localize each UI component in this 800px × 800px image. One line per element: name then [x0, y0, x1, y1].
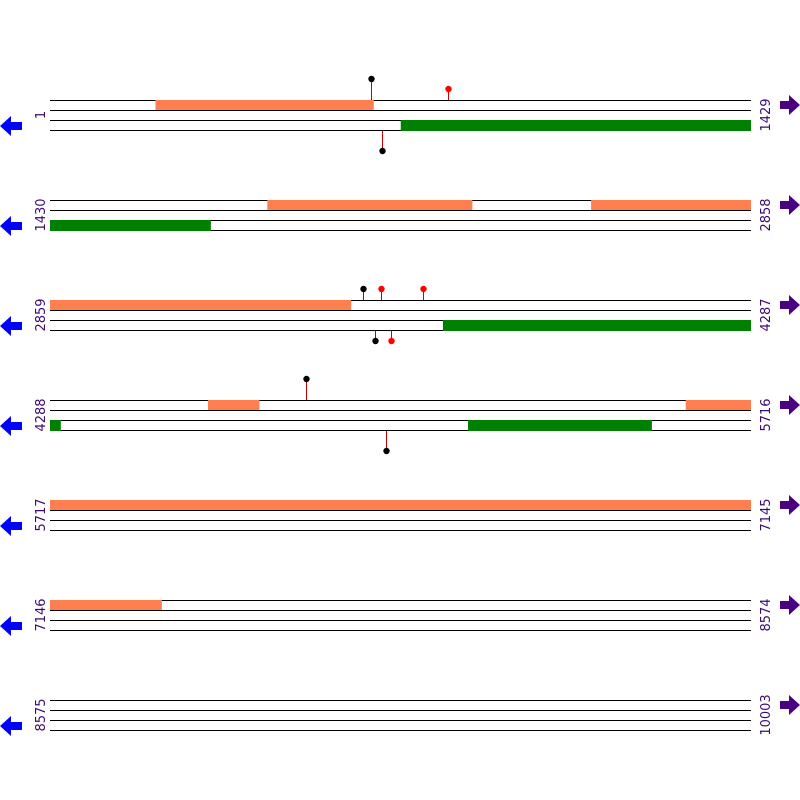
right-arrow-icon	[780, 395, 800, 415]
sequence-row-6: 7146 8574	[0, 595, 800, 636]
forward-feature-2	[591, 200, 751, 210]
site-marker-bottom-1	[379, 147, 386, 155]
row-start-label: 4288	[34, 398, 49, 431]
forward-feature-1	[50, 500, 751, 510]
row-end-label: 8574	[759, 598, 774, 631]
right-arrow-icon	[780, 495, 800, 515]
left-arrow-icon	[0, 516, 22, 536]
forward-feature-1	[155, 100, 374, 110]
site-marker-top-2	[445, 85, 452, 93]
forward-feature-1	[207, 400, 260, 410]
forward-feature-1	[267, 200, 473, 210]
row-end-label: 4287	[759, 298, 774, 331]
row-start-label: 1	[34, 111, 49, 119]
sequence-row-3: 2859 4287	[0, 285, 800, 345]
row-end-label: 5716	[759, 398, 774, 431]
site-marker-bottom-1	[372, 337, 379, 345]
forward-feature-1	[50, 300, 352, 310]
site-marker-bottom-1	[383, 447, 390, 455]
row-start-label: 7146	[34, 598, 49, 631]
sequence-row-1: 1 1429	[0, 75, 800, 155]
row-start-label: 1430	[34, 198, 49, 231]
reverse-feature-2	[467, 420, 652, 431]
site-marker-top-3	[420, 285, 427, 293]
site-marker-top-1	[368, 75, 375, 83]
reverse-feature-1	[50, 420, 61, 431]
reverse-feature-1	[50, 220, 211, 231]
site-marker-top-2	[378, 285, 385, 293]
row-end-label: 2858	[759, 198, 774, 231]
sequence-row-4: 4288 5716	[0, 375, 800, 455]
right-arrow-icon	[780, 95, 800, 115]
reverse-feature-1	[442, 320, 751, 331]
row-start-label: 5717	[34, 498, 49, 531]
right-arrow-icon	[780, 595, 800, 615]
site-marker-top-1	[303, 375, 310, 383]
left-arrow-icon	[0, 116, 22, 136]
row-start-label: 2859	[34, 298, 49, 331]
sequence-row-2: 1430 2858	[0, 195, 800, 236]
right-arrow-icon	[780, 195, 800, 215]
site-marker-top-1	[360, 285, 367, 293]
right-arrow-icon	[780, 295, 800, 315]
forward-feature-2	[685, 400, 751, 410]
right-arrow-icon	[780, 695, 800, 715]
row-end-label: 10003	[759, 694, 774, 735]
left-arrow-icon	[0, 416, 22, 436]
left-arrow-icon	[0, 716, 22, 736]
left-arrow-icon	[0, 316, 22, 336]
left-arrow-icon	[0, 616, 22, 636]
left-arrow-icon	[0, 216, 22, 236]
row-start-label: 8575	[34, 698, 49, 731]
site-marker-bottom-2	[388, 337, 395, 345]
reverse-feature-1	[400, 120, 751, 131]
sequence-row-7: 8575 10003	[0, 694, 800, 736]
row-end-label: 1429	[759, 98, 774, 131]
sequence-row-5: 5717 7145	[0, 495, 800, 536]
row-end-label: 7145	[759, 498, 774, 531]
forward-feature-1	[50, 600, 162, 610]
